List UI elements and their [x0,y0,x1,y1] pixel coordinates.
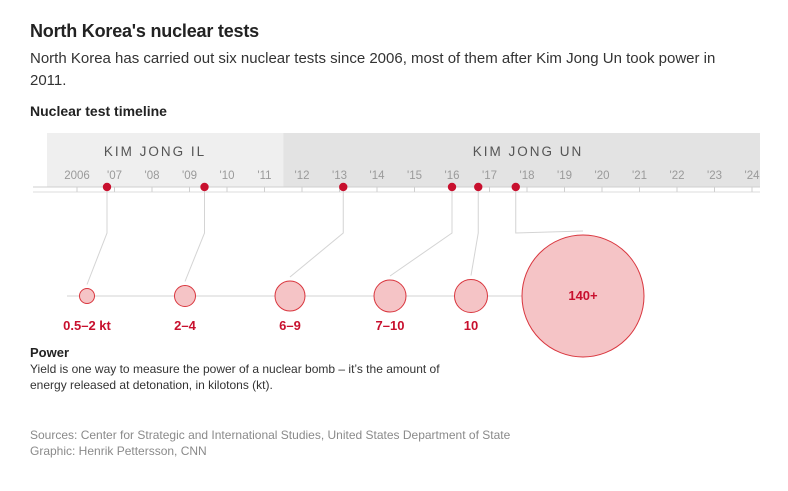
tick-label: '16 [445,170,460,182]
era-band-0 [47,133,284,187]
yield-bubble [79,288,95,304]
yield-label: 2–4 [174,318,196,333]
yield-bubble [454,279,488,313]
timeline-label: Nuclear test timeline [30,103,167,119]
tick-label: '19 [557,170,572,182]
yield-label: 10 [464,318,478,333]
yield-bubble [521,234,645,358]
tick-label: '10 [220,170,235,182]
tick-label: '15 [407,170,422,182]
yield-bubbles: 0.5–2 kt 2–4 6–9 7–10 10 140+ [63,182,645,358]
yield-bubble [274,280,306,312]
power-description: Yield is one way to measure the power of… [30,362,440,392]
era-band-1 [283,133,760,187]
yield-label: 140+ [568,288,598,303]
tick-label: '07 [107,170,122,182]
test-date-dot [447,182,457,192]
tick-label: '18 [520,170,535,182]
year-axis: 2006 '07 '08 '09 '10 '11 '12 '13 '14 '15 '16 '17 '18… [33,170,761,193]
test-date-dot [200,182,209,192]
test-connector [184,187,205,282]
tick-label: '09 [182,170,197,182]
credit-note: Graphic: Henrik Pettersson, CNN [30,444,207,458]
era-label: KIM JONG IL [104,144,206,159]
test-date-dot [339,182,348,192]
yield-bubble [174,285,196,307]
tick-label: '14 [370,170,386,182]
test-date-dot [102,182,112,192]
test-connector [515,187,584,234]
chart-subtitle: North Korea has carried out six nuclear … [30,50,716,89]
tick-label: '22 [670,170,685,182]
tick-label: 2006 [64,170,90,182]
sources-note: Sources: Center for Strategic and Intern… [30,428,511,442]
test-connector [389,187,453,277]
tick-label: '20 [595,170,610,182]
era-label: KIM JONG UN [473,144,584,159]
tick-label: '11 [257,170,271,182]
test-connector [86,187,108,285]
power-title: Power [30,345,70,360]
tick-label: '08 [145,170,160,182]
chart-title: North Korea's nuclear tests [30,21,259,41]
tick-label: '23 [707,170,722,182]
tick-label: '17 [482,170,497,182]
tick-label: '12 [295,170,310,182]
tick-label: '13 [332,170,347,182]
test-connector [470,187,479,276]
tick-label: '21 [632,170,647,182]
test-date-dot [474,182,483,192]
yield-label: 6–9 [279,318,301,333]
yield-label: 7–10 [376,318,405,333]
test-connector [289,187,344,278]
tick-label: '24 [745,170,761,182]
yield-bubble [373,279,407,313]
yield-label: 0.5–2 kt [63,318,111,333]
test-date-dot [511,182,520,192]
era-bands: KIM JONG IL KIM JONG UN [47,133,760,187]
